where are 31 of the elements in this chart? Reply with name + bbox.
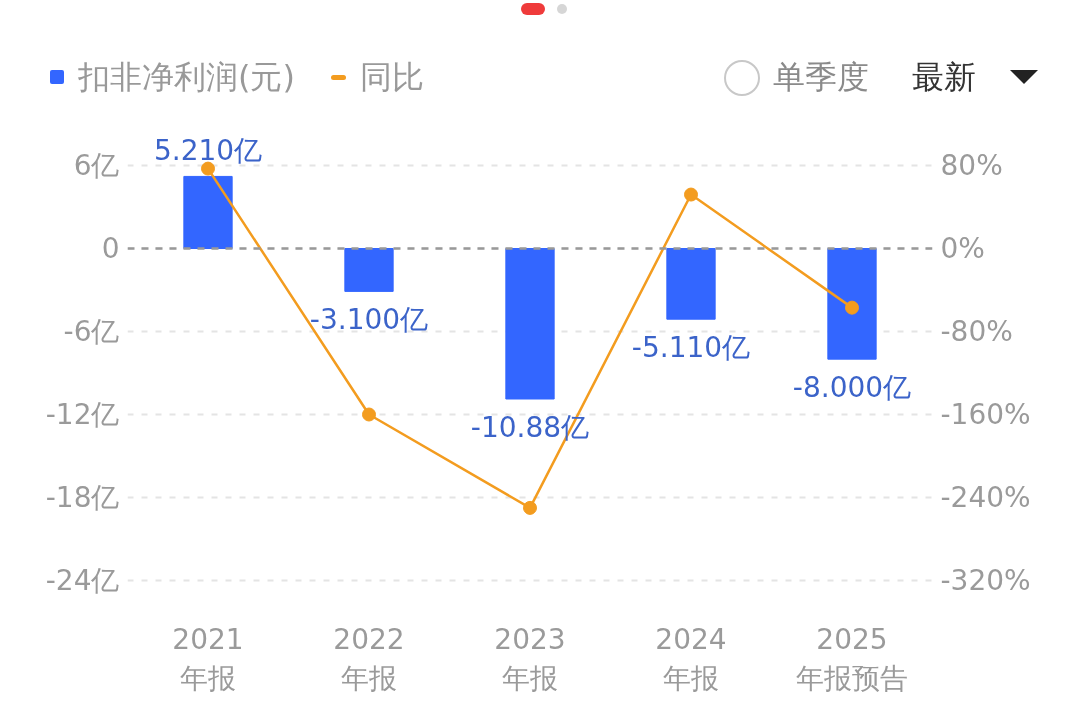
x-tick-label: 2022 年报 [333, 622, 405, 696]
x-tick-label: 2021 年报 [172, 622, 244, 696]
data-label: 5.210亿 [153, 133, 263, 167]
y2-tick-label: -80% [940, 315, 1013, 348]
point [201, 161, 215, 176]
x-tick-label: 2023 年报 [494, 622, 566, 696]
y2-tick-label: -240% [940, 481, 1031, 514]
y2-tick-label: -320% [940, 564, 1031, 597]
point [362, 407, 376, 422]
text: 最新 [912, 58, 976, 96]
x-tick-label: 2025 年报预告 [796, 622, 908, 696]
y-tick-label: 0 [101, 232, 120, 265]
y2-tick-label: -160% [940, 398, 1031, 431]
legend: 扣非净利润(元) 同比 [50, 59, 460, 95]
data-label: -8.000亿 [792, 370, 912, 404]
y2-tick-label: 0% [940, 232, 985, 265]
y-tick-label: 6亿 [73, 149, 120, 182]
x-tick-label: 2024 年报 [655, 622, 727, 696]
y-tick-label: -12亿 [45, 398, 120, 431]
point [845, 300, 859, 315]
point [523, 500, 537, 515]
point [684, 187, 698, 202]
data-label: -3.100亿 [309, 302, 429, 336]
data-label: -5.110亿 [631, 330, 751, 364]
y-tick-label: -24亿 [45, 564, 120, 597]
y-tick-label: -6亿 [63, 315, 120, 348]
legend-label: 同比 [359, 58, 424, 96]
y-tick-label: -18亿 [45, 481, 120, 514]
text: 单季度 [773, 58, 869, 96]
y2-tick-label: 80% [940, 149, 1003, 182]
legend-label: 扣非净利润(元) [78, 58, 295, 96]
